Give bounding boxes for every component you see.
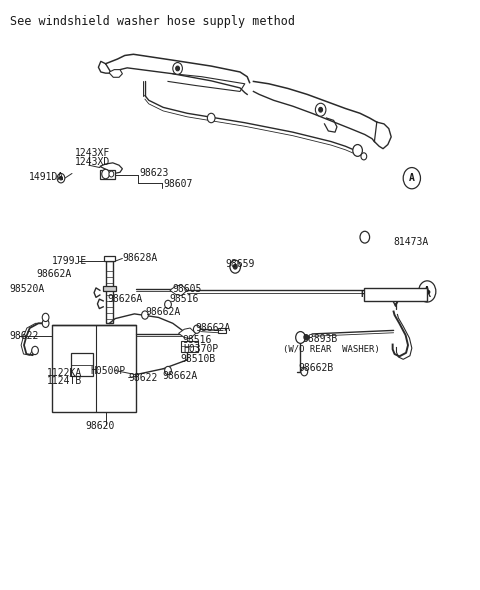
Circle shape: [361, 153, 367, 160]
Text: 98510B: 98510B: [180, 354, 216, 363]
Text: 98620: 98620: [85, 421, 115, 431]
Polygon shape: [179, 328, 196, 339]
Text: 1243XF: 1243XF: [74, 149, 109, 158]
Text: 98607: 98607: [163, 179, 192, 189]
Circle shape: [230, 260, 240, 273]
Circle shape: [403, 168, 420, 189]
Circle shape: [165, 366, 171, 375]
Polygon shape: [170, 285, 187, 296]
Text: 98516: 98516: [169, 294, 198, 303]
Text: 98520A: 98520A: [10, 284, 45, 294]
Text: 98659: 98659: [226, 259, 255, 268]
Text: 98662A: 98662A: [36, 270, 71, 279]
Circle shape: [57, 173, 65, 183]
Circle shape: [319, 107, 323, 112]
Text: (W/O REAR  WASHER): (W/O REAR WASHER): [283, 345, 380, 354]
Circle shape: [301, 368, 308, 376]
Text: 98662A: 98662A: [145, 307, 180, 316]
Circle shape: [360, 231, 370, 243]
Circle shape: [207, 113, 215, 123]
Polygon shape: [52, 324, 136, 412]
Polygon shape: [181, 341, 198, 352]
Text: A: A: [424, 287, 430, 296]
Text: 1243XD: 1243XD: [74, 157, 109, 166]
Circle shape: [42, 319, 49, 327]
FancyBboxPatch shape: [364, 288, 427, 301]
Circle shape: [315, 103, 326, 116]
Circle shape: [60, 176, 62, 180]
Text: 98662A: 98662A: [196, 323, 231, 333]
Circle shape: [173, 63, 182, 74]
Polygon shape: [104, 256, 115, 261]
Text: 98662B: 98662B: [299, 363, 334, 373]
Polygon shape: [100, 163, 122, 173]
Polygon shape: [218, 328, 226, 333]
Circle shape: [233, 264, 237, 269]
Text: REAR   WASHER: REAR WASHER: [360, 290, 431, 299]
Text: 1122KA: 1122KA: [47, 368, 82, 378]
Text: 98662A: 98662A: [162, 372, 197, 381]
Text: 1799JE: 1799JE: [52, 256, 87, 266]
Polygon shape: [109, 70, 122, 77]
Text: 98516: 98516: [182, 335, 212, 345]
Text: 98622: 98622: [10, 332, 39, 341]
Text: 1124TB: 1124TB: [47, 376, 82, 386]
Text: 81473A: 81473A: [394, 237, 429, 247]
Polygon shape: [106, 261, 113, 323]
Text: 98622: 98622: [129, 373, 158, 382]
Text: 98626A: 98626A: [108, 294, 143, 303]
Text: 98628A: 98628A: [122, 254, 157, 263]
Circle shape: [193, 325, 200, 333]
Text: H0500P: H0500P: [90, 366, 125, 375]
Text: 98893B: 98893B: [302, 334, 337, 343]
Circle shape: [296, 332, 305, 343]
Circle shape: [176, 66, 180, 71]
Circle shape: [165, 300, 171, 309]
Text: 1491DA: 1491DA: [29, 172, 64, 182]
Polygon shape: [71, 353, 93, 376]
Text: A: A: [409, 173, 415, 183]
Text: See windshield washer hose supply method: See windshield washer hose supply method: [10, 15, 295, 28]
Circle shape: [353, 145, 362, 156]
Text: 98605: 98605: [173, 284, 202, 294]
Circle shape: [42, 313, 49, 322]
Polygon shape: [100, 170, 115, 179]
Text: H0370P: H0370P: [183, 345, 218, 354]
Polygon shape: [103, 286, 116, 291]
Circle shape: [109, 171, 114, 177]
Circle shape: [142, 311, 148, 319]
Circle shape: [419, 281, 436, 302]
Text: 98623: 98623: [139, 169, 168, 178]
Circle shape: [102, 169, 109, 179]
Circle shape: [32, 346, 38, 355]
